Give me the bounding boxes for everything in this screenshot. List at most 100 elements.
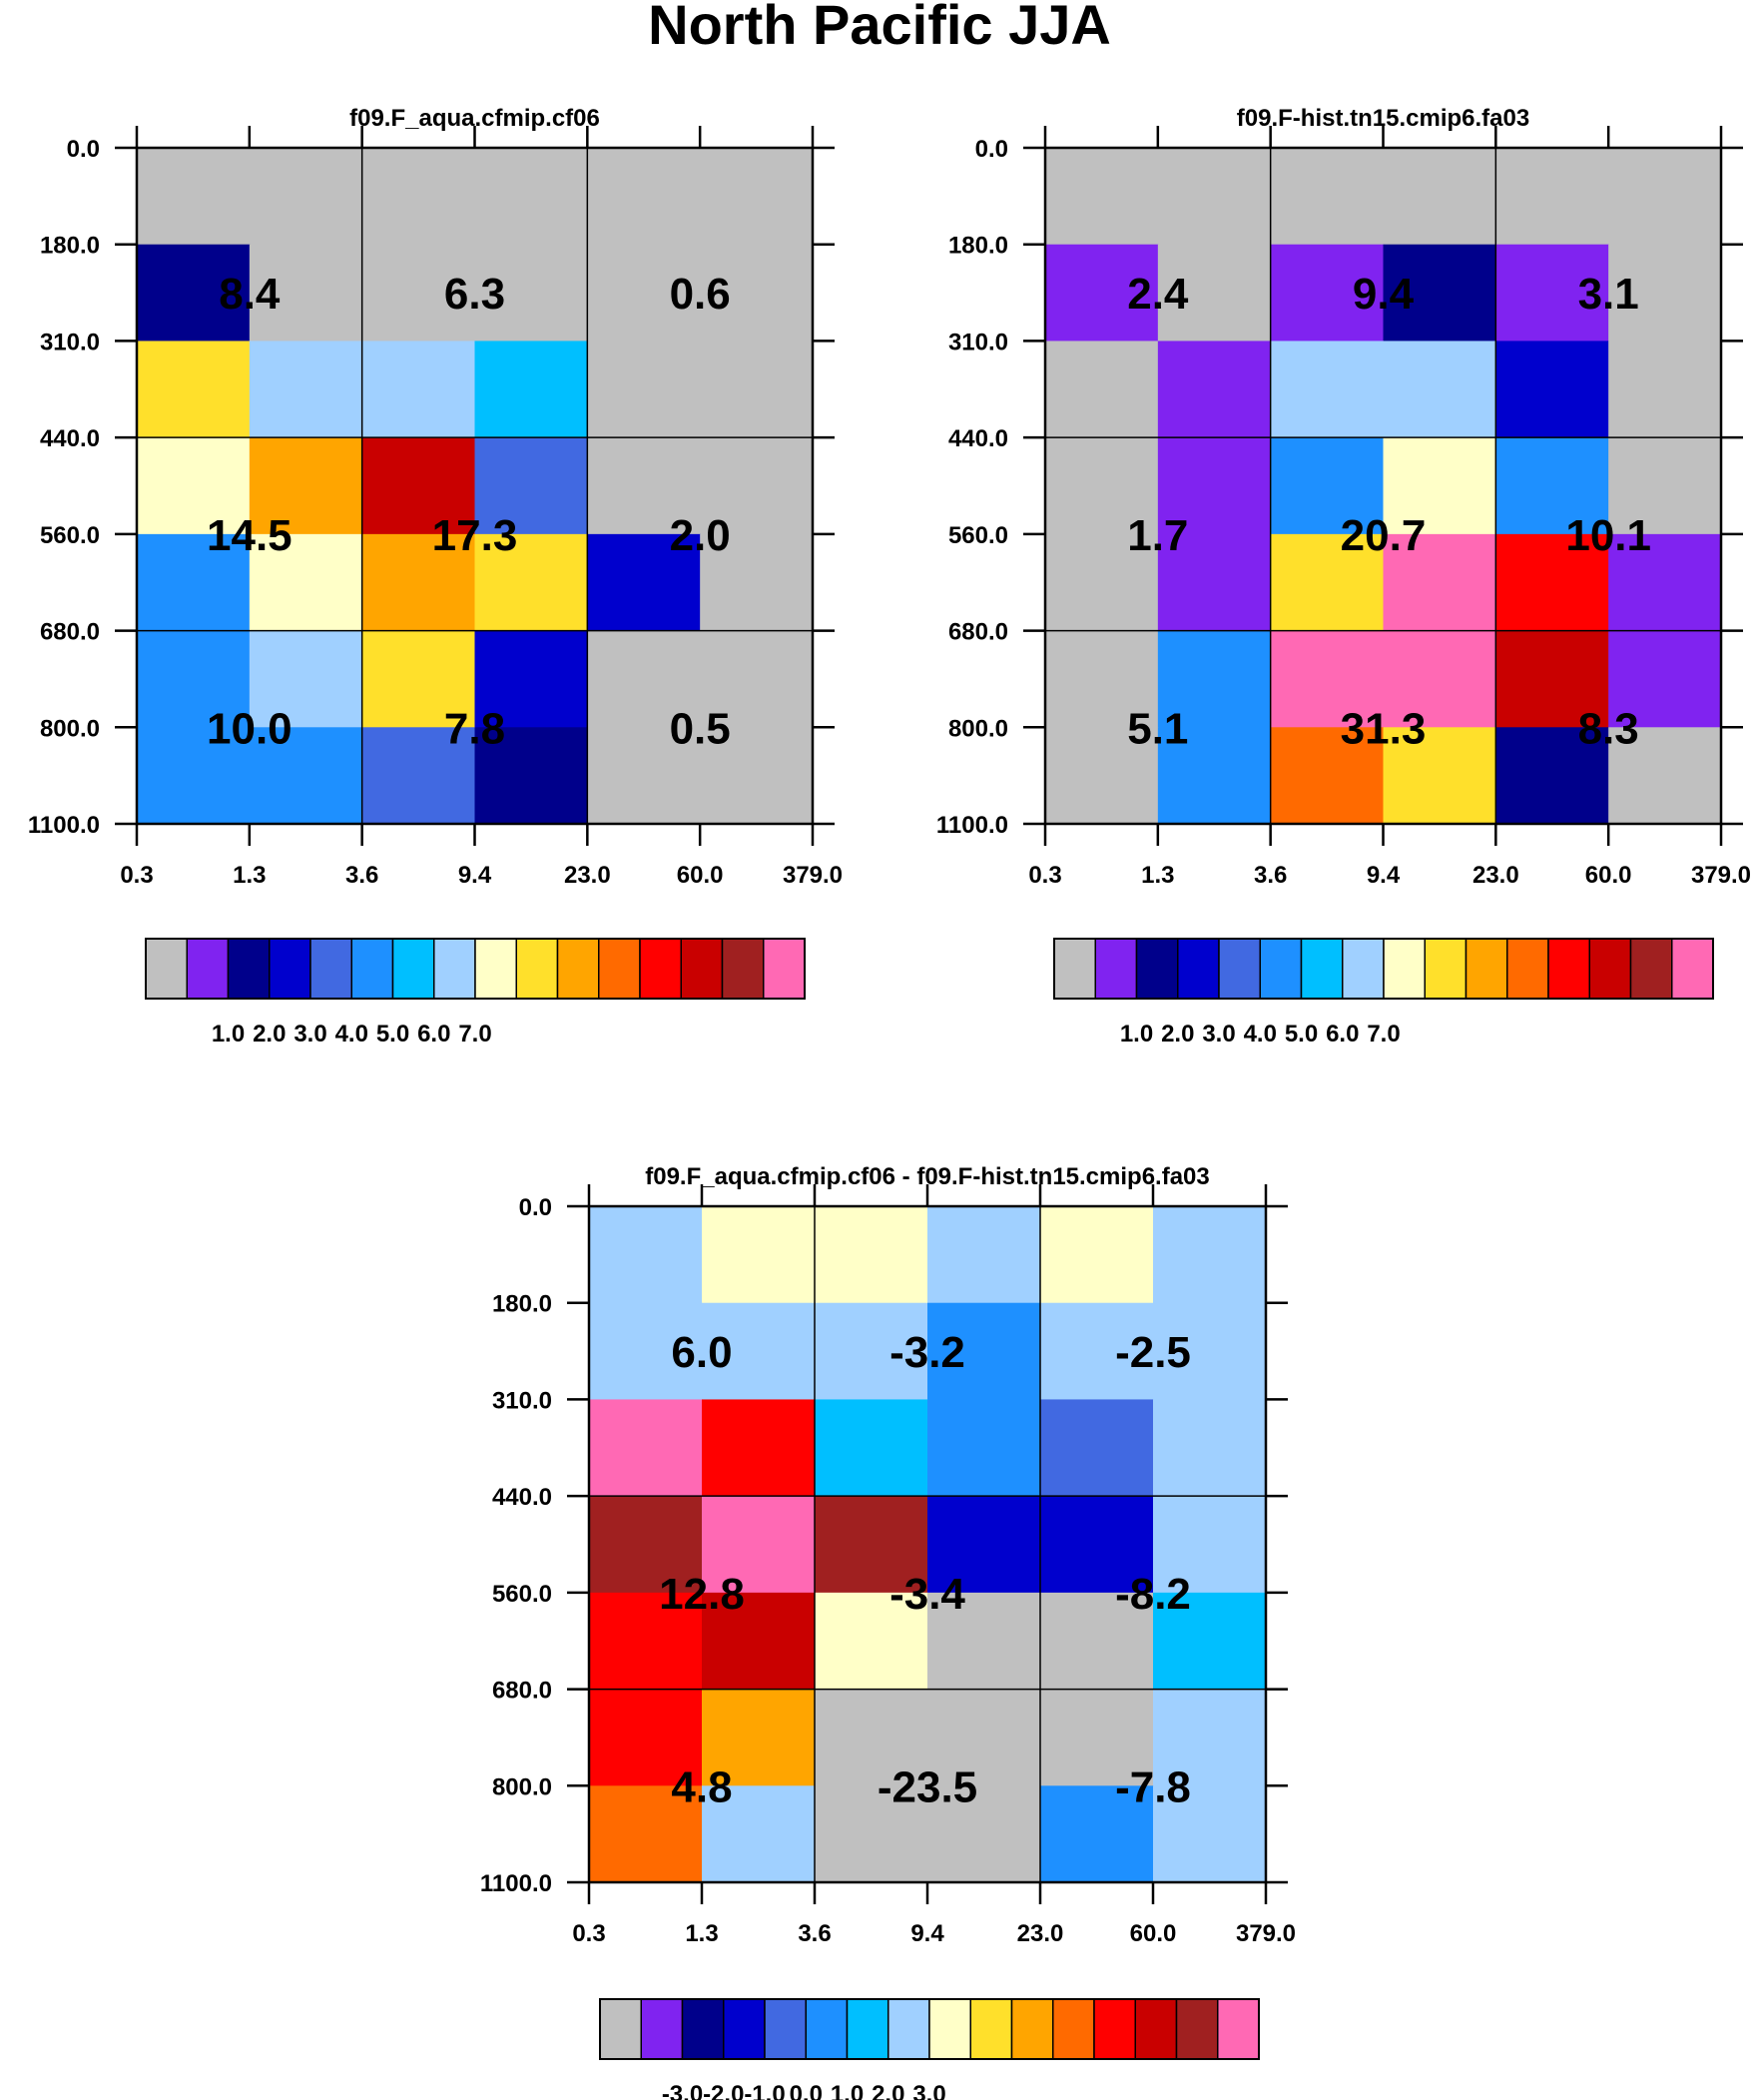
colorbar-swatch <box>846 1998 889 2060</box>
heatmap-cell <box>361 727 476 825</box>
box-total-label: 6.3 <box>444 270 505 319</box>
colorbar-label: 5.0 <box>376 1021 409 1048</box>
colorbar-swatch <box>1053 938 1096 1000</box>
y-tick-label: 680.0 <box>40 619 100 646</box>
colorbar-label: -3.0 <box>662 2081 703 2100</box>
heatmap-cell <box>1383 148 1496 246</box>
heatmap-cell <box>1495 437 1609 535</box>
y-tick-label: 0.0 <box>975 136 1008 163</box>
colorbar-label: 3.0 <box>293 1021 326 1048</box>
heatmap-cell <box>815 1302 928 1401</box>
heatmap-cell <box>474 437 588 535</box>
heatmap-cell <box>589 1302 703 1401</box>
heatmap-cell <box>589 1689 703 1786</box>
heatmap-cell <box>474 630 588 728</box>
y-tick-label: 800.0 <box>492 1773 552 1800</box>
colorbar-swatch <box>1218 938 1261 1000</box>
colorbar-swatch <box>1134 1998 1178 2060</box>
heatmap-cell <box>589 1785 703 1883</box>
heatmap-cell <box>1045 341 1159 438</box>
colorbar-swatch <box>1259 938 1303 1000</box>
box-total-label: 14.5 <box>207 511 293 560</box>
y-tick-label: 1100.0 <box>28 812 100 839</box>
x-tick-label: 9.4 <box>910 1920 944 1947</box>
box-total-label: 20.7 <box>1341 511 1427 560</box>
box-total-label: 2.0 <box>670 511 731 560</box>
heatmap-cell <box>587 341 701 438</box>
heatmap-cell <box>927 1206 1041 1304</box>
heatmap-cell <box>1157 244 1272 343</box>
colorbar-frame <box>145 938 806 1000</box>
box-total-label: 12.8 <box>659 1570 745 1619</box>
box-total-label: 8.4 <box>219 270 281 319</box>
colorbar-swatch <box>1383 938 1426 1000</box>
colorbar-swatch <box>556 938 600 1000</box>
colorbar-label: 6.0 <box>417 1021 450 1048</box>
heatmap-cell <box>1040 1302 1154 1401</box>
heatmap-cell <box>1153 1689 1267 1786</box>
heatmap-cell <box>361 148 476 246</box>
heatmap-cell <box>137 533 251 632</box>
heatmap-cell <box>1153 1399 1267 1497</box>
heatmap-cell <box>249 437 363 535</box>
heatmap-cell <box>1383 244 1496 343</box>
box-total-label: 6.0 <box>671 1328 732 1377</box>
colorbar-swatch <box>598 938 641 1000</box>
heatmap-cell <box>1270 341 1385 438</box>
heatmap-cell <box>1040 1399 1154 1497</box>
heatmap-cell <box>1383 341 1496 438</box>
heatmap-cell <box>1383 727 1496 825</box>
heatmap-cell <box>1157 148 1272 246</box>
colorbar-swatch <box>1135 938 1179 1000</box>
heatmap-cell <box>249 244 363 343</box>
heatmap-cell <box>1383 533 1496 632</box>
y-tick-label: 1100.0 <box>480 1870 552 1897</box>
x-tick-label: 23.0 <box>1017 1920 1064 1947</box>
colorbar-swatch <box>145 938 188 1000</box>
heatmap-cell <box>1383 437 1496 535</box>
colorbar-swatch <box>1093 1998 1136 2060</box>
heatmap-cell <box>137 437 251 535</box>
box-total-label: 2.4 <box>1127 270 1189 319</box>
x-tick-label: 3.6 <box>798 1920 831 1947</box>
heatmap-cell <box>474 727 588 825</box>
y-tick-label: 560.0 <box>40 522 100 549</box>
colorbar-label: 3.0 <box>1202 1021 1235 1048</box>
heatmap-cell <box>1495 630 1609 728</box>
x-tick-label: 1.3 <box>233 862 266 889</box>
heatmap-cell <box>1495 727 1609 825</box>
y-tick-label: 440.0 <box>948 425 1008 452</box>
colorbar-swatch <box>350 938 394 1000</box>
heatmap-cell <box>815 1399 928 1497</box>
colorbar-swatch <box>721 938 765 1000</box>
colorbar-label: 6.0 <box>1326 1021 1359 1048</box>
heatmap-cell <box>1270 727 1385 825</box>
colorbar-swatch <box>763 938 806 1000</box>
heatmap-cell <box>700 727 814 825</box>
x-tick-label: 60.0 <box>677 862 724 889</box>
heatmap-cell <box>249 533 363 632</box>
colorbar-swatch <box>474 938 517 1000</box>
heatmap-cell <box>1040 1496 1154 1594</box>
box-total-label: 5.1 <box>1127 704 1188 753</box>
heatmap-cell <box>1157 341 1272 438</box>
heatmap-cell <box>361 437 476 535</box>
heatmap-cell <box>361 630 476 728</box>
box-total-label: 8.3 <box>1578 704 1639 753</box>
heatmap-cell <box>361 533 476 632</box>
figure-title: North Pacific JJA <box>648 0 1111 56</box>
y-tick-label: 680.0 <box>492 1678 552 1705</box>
colorbar-swatch <box>1217 1998 1260 2060</box>
heatmap-cell <box>361 341 476 438</box>
colorbar-label: 4.0 <box>1244 1021 1277 1048</box>
heatmap-cell <box>1270 148 1385 246</box>
colorbar-swatch <box>269 938 311 1000</box>
heatmap-cell <box>1495 533 1609 632</box>
colorbar-label: 7.0 <box>458 1021 491 1048</box>
colorbar-swatch <box>309 938 352 1000</box>
heatmap-cell <box>927 1496 1041 1594</box>
colorbar-swatch <box>227 938 271 1000</box>
colorbar-swatch <box>1506 938 1549 1000</box>
heatmap-cell <box>1157 437 1272 535</box>
